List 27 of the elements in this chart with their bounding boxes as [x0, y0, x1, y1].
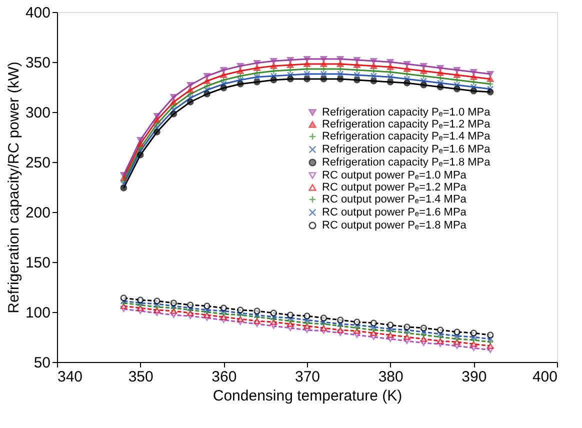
y-tick-label: 50 — [34, 354, 50, 372]
y-tick-label: 250 — [25, 154, 50, 172]
legend-label: RC output power Pₑ=1.2 MPa — [322, 182, 468, 194]
legend-label: Refrigeration capacity Pₑ=1.8 MPa — [322, 156, 492, 168]
x-tick-label: 400 — [532, 368, 558, 386]
y-tick-label: 150 — [25, 254, 50, 272]
legend-label: Refrigeration capacity Pₑ=1.4 MPa — [322, 130, 492, 142]
y-tick-label: 400 — [25, 4, 50, 22]
x-tick-label: 370 — [294, 368, 320, 386]
y-axis-title: Refrigeration capacity/RC power (kW) — [5, 62, 22, 314]
x-tick-label: 340 — [58, 368, 83, 386]
y-tick-label: 100 — [25, 304, 50, 322]
x-tick-label: 350 — [128, 368, 154, 386]
legend-label: RC output power Pₑ=1.8 MPa — [322, 220, 468, 232]
x-tick-label: 360 — [212, 368, 237, 386]
legend-label: RC output power Pₑ=1.6 MPa — [322, 206, 468, 218]
y-tick-label: 350 — [25, 54, 50, 72]
legend-label: RC output power Pₑ=1.0 MPa — [322, 170, 468, 182]
legend-label: Refrigeration capacity Pₑ=1.0 MPa — [322, 106, 492, 118]
y-tick-label: 200 — [25, 204, 50, 222]
legend-label: RC output power Pₑ=1.4 MPa — [322, 194, 468, 206]
x-axis-title: Condensing temperature (K) — [212, 388, 402, 404]
x-tick-label: 390 — [462, 368, 487, 386]
legend-label: Refrigeration capacity Pₑ=1.2 MPa — [322, 118, 492, 130]
y-tick-label: 300 — [25, 104, 50, 122]
x-tick-label: 380 — [378, 368, 404, 386]
legend-label: Refrigeration capacity Pₑ=1.6 MPa — [322, 144, 492, 156]
